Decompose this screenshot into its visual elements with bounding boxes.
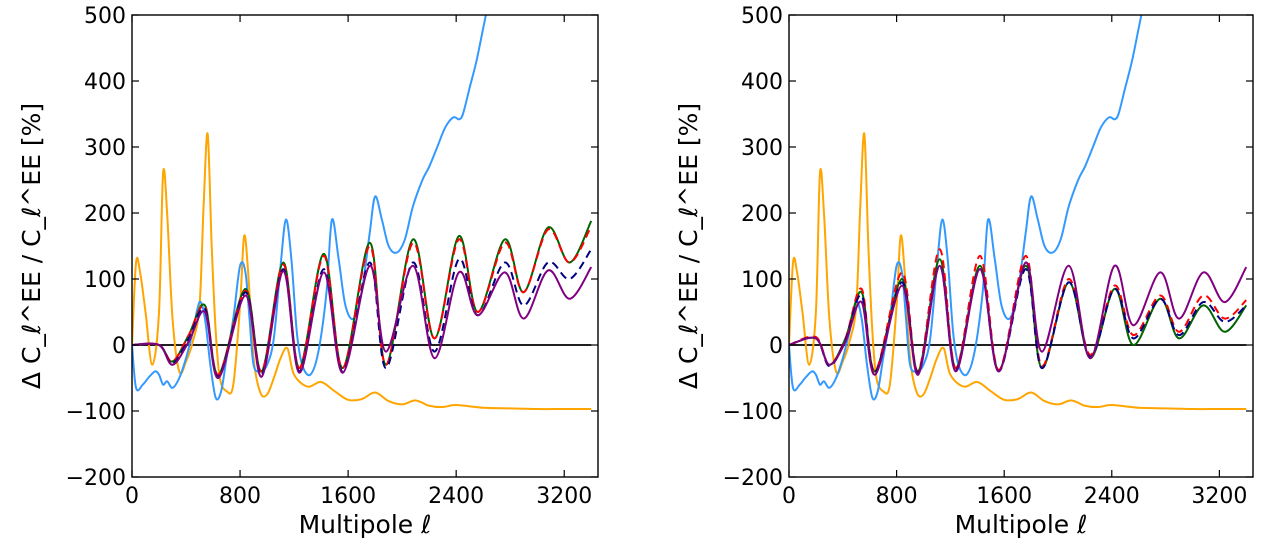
y-tick-label: 100 (741, 268, 783, 293)
y-tick-label: −100 (66, 400, 126, 425)
y-axis-label: Δ C_ℓ^EE / C_ℓ^EE [%] (17, 103, 46, 389)
x-axis-label: Multipole ℓ (299, 510, 432, 539)
y-tick-label: 500 (741, 4, 783, 29)
left-panel: 0 800 1600 2400 3200 −200 −100 0 100 200 300 400 500… (17, 4, 599, 539)
series-line-1 (132, 132, 592, 411)
series-group (132, 15, 593, 411)
axes-frame (788, 14, 1254, 478)
x-tick-label: 1600 (320, 484, 376, 509)
series-line-2 (789, 15, 1143, 401)
y-tick-label: −200 (723, 466, 783, 491)
x-tick-label: 800 (219, 484, 261, 509)
y-tick-label: 200 (84, 202, 126, 227)
y-tick-label: 400 (741, 70, 783, 95)
series-line-5 (132, 248, 593, 378)
y-tick-label: 300 (84, 136, 126, 161)
x-tick-label: 3200 (1191, 484, 1247, 509)
y-tick-label: 0 (769, 334, 783, 359)
x-tick-label: 2400 (428, 484, 484, 509)
y-tick-label: −100 (723, 400, 783, 425)
y-tick-label: 400 (84, 70, 126, 95)
x-tick-label: 1600 (976, 484, 1032, 509)
y-axis-label: Δ C_ℓ^EE / C_ℓ^EE [%] (674, 103, 703, 389)
x-axis-label: Multipole ℓ (955, 510, 1088, 539)
right-panel: 0 800 1600 2400 3200 −200 −100 0 100 200 300 400 500… (674, 4, 1254, 539)
y-tick-label: 500 (84, 4, 126, 29)
series-line-2 (132, 15, 487, 401)
x-tick-label: 0 (125, 484, 139, 509)
series-group (789, 15, 1248, 411)
axes-frame (131, 14, 599, 478)
y-tick-label: 0 (112, 334, 126, 359)
y-tick-label: 200 (741, 202, 783, 227)
x-tick-label: 0 (782, 484, 796, 509)
y-tick-label: 300 (741, 136, 783, 161)
series-line-1 (789, 132, 1247, 411)
series-line-4 (132, 225, 593, 376)
y-tick-label: 100 (84, 268, 126, 293)
series-line-6 (132, 264, 593, 380)
x-tick-label: 2400 (1084, 484, 1140, 509)
x-tick-label: 3200 (536, 484, 592, 509)
y-tick-label: −200 (66, 466, 126, 491)
x-tick-label: 800 (876, 484, 918, 509)
series-line-6 (789, 261, 1248, 376)
